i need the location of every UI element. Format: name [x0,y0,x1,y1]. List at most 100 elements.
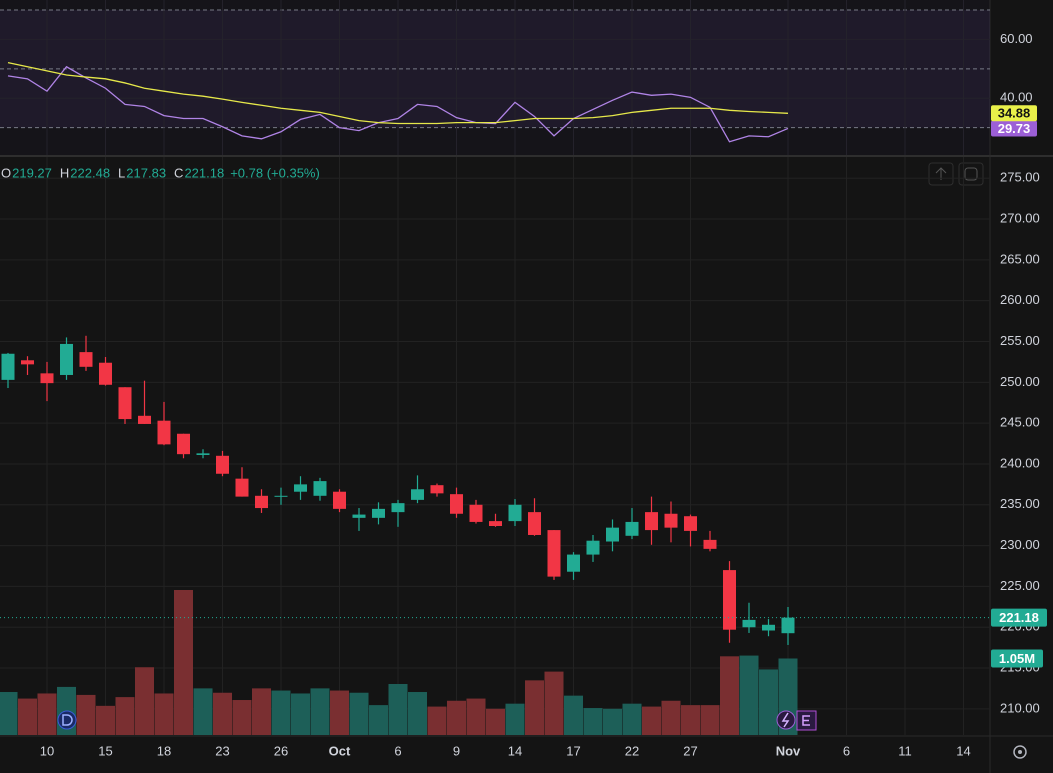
y-tick-label: 225.00 [1000,578,1040,593]
dividend-marker[interactable] [57,710,77,730]
candle-body [40,373,54,384]
volume-bar [642,706,661,735]
candle-body [567,554,580,572]
gear-hub [1018,750,1022,754]
marker-letter [62,714,73,726]
event-marker[interactable] [776,710,796,730]
volume-bar [466,698,486,735]
rsi-line [7,65,789,143]
lightning-icon [781,712,790,728]
price-tag [991,608,1047,627]
x-tick-label: 10 [40,743,54,758]
candle-body [255,495,268,509]
volume-bar [447,700,466,735]
candle-body [489,521,502,527]
candle-body [294,484,307,492]
volume-bar [0,692,18,735]
y-tick-label: 240.00 [1000,455,1040,470]
candle-body [645,512,658,531]
x-tick-label: 6 [394,743,401,758]
candle-body [235,478,249,497]
rsi-line [7,62,789,125]
volume-bar [213,692,232,735]
legend-value: 217.83 [126,165,166,180]
candle-body [450,494,463,514]
volume-bar [349,692,369,735]
marker-circle [776,710,796,730]
volume-bar [525,680,544,735]
volume-bar [291,693,310,735]
volume-bar [96,705,115,735]
volume-bar [739,655,759,735]
y-tick-label: 275.00 [1000,170,1040,185]
y-tick-label: 265.00 [1000,251,1040,266]
y-tick-label: 260.00 [1000,292,1040,307]
volume-bar [76,694,96,735]
candle-body [333,491,346,509]
legend-key: O [1,165,11,180]
volume-bar [232,700,252,735]
price-tag-label: 221.18 [999,610,1039,625]
volume-bar [544,671,564,735]
x-tick-label: 11 [898,743,912,758]
volume-bar [661,700,681,735]
candle-body [742,619,756,628]
volume-bar [252,688,271,735]
candle-body [684,516,697,531]
y-tick-label: 40.00 [1000,90,1033,105]
volume-bar [135,667,154,735]
legend-value: 222.48 [70,165,110,180]
y-tick-label: 210.00 [1000,700,1040,715]
volume-bar [154,693,174,735]
legend-key: C [174,165,183,180]
candle-body [118,387,132,420]
x-tick-label: 27 [683,743,697,758]
volume-bar [681,705,700,735]
rsi-tag [991,105,1037,122]
volume-bar [18,698,37,735]
x-tick-label: 14 [508,743,522,758]
candle-body [781,617,795,634]
x-tick-label: 26 [274,743,288,758]
legend-value: 219.27 [12,165,52,180]
candle-body [157,420,171,445]
y-tick-label: 235.00 [1000,496,1040,511]
legend-key: L [118,165,125,180]
candle-body [625,521,639,536]
scroll-up-button[interactable] [928,162,954,186]
rsi-tag-label: 34.88 [998,106,1031,121]
candle-body [430,485,444,494]
volume-bar [720,656,739,735]
candle-body [99,362,112,385]
rsi-pane [0,0,990,155]
volume-bar [174,590,193,735]
candle-body [138,415,151,424]
y-tick-label: 230.00 [1000,537,1040,552]
candle-body [606,527,619,542]
reset-button[interactable] [958,162,984,186]
candle-body [762,624,775,631]
settings-button[interactable] [1013,745,1027,759]
candle-body [703,539,717,549]
legend-value: 221.18 [184,165,224,180]
y-tick-label: 245.00 [1000,415,1040,430]
volume-bar [583,708,603,735]
button-frame [928,162,954,186]
volume-bar [369,705,388,735]
y-tick-label: 270.00 [1000,210,1040,225]
candle-body [313,481,327,496]
earnings-marker[interactable] [796,710,817,731]
x-tick-label: 15 [98,743,112,758]
candle-body [352,514,366,518]
x-tick-label: 17 [566,743,580,758]
gear-icon [1013,745,1027,759]
volume-bar [115,697,135,735]
candle-body [508,504,522,522]
volume-bar [603,708,622,735]
reset-icon [964,167,978,181]
volume-bar [505,703,525,735]
x-tick-label: Nov [776,743,801,758]
x-tick-label: 6 [843,743,850,758]
rsi-tag-label: 29.73 [998,121,1031,136]
